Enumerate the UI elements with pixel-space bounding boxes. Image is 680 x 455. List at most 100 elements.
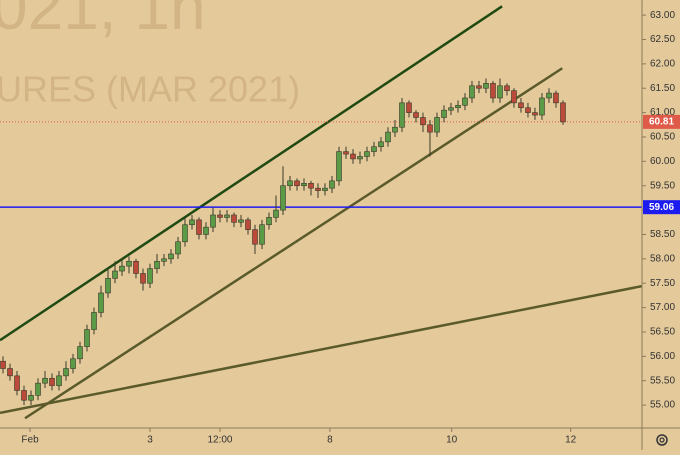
candle-body: [469, 85, 475, 99]
candle-body: [378, 141, 384, 148]
gear-hub: [659, 437, 665, 443]
candle-body: [259, 224, 265, 245]
candle-body: [427, 124, 433, 133]
watermark: 021, 1h URES (MAR 2021): [0, 0, 300, 110]
candle-body: [56, 375, 62, 386]
y-tick-label: 57.50: [650, 278, 675, 289]
candle-body: [532, 112, 538, 116]
candle-body: [140, 273, 146, 284]
candle-body: [35, 382, 41, 396]
candle-body: [399, 102, 405, 128]
candle-body: [126, 260, 132, 267]
candle-body: [511, 90, 517, 104]
candle-body: [294, 180, 300, 187]
settings-icon[interactable]: [656, 434, 668, 446]
candle-body: [490, 83, 496, 99]
y-tick-label: 62.50: [650, 34, 675, 45]
candle-body: [182, 224, 188, 243]
candle-body: [175, 241, 181, 255]
y-tick-label: 60.50: [650, 132, 675, 143]
candle-body: [217, 214, 223, 218]
candle-body: [203, 226, 209, 235]
candle-body: [385, 131, 391, 143]
candle-body: [364, 151, 370, 157]
y-tick-label: 57.00: [650, 302, 675, 313]
candle-body: [98, 292, 104, 313]
candle-body: [21, 390, 27, 401]
candle-body: [413, 112, 419, 118]
y-tick-label: 63.00: [650, 10, 675, 21]
y-tick-label: 61.00: [650, 107, 675, 118]
candle-body: [441, 109, 447, 118]
candle-body: [224, 214, 230, 218]
hline-label: 59.06: [649, 202, 674, 213]
y-tick-label: 55.50: [650, 375, 675, 386]
candle-body: [161, 258, 167, 262]
candle-body: [266, 217, 272, 226]
candle-body: [273, 209, 279, 218]
candle-body: [252, 229, 258, 245]
candle-body: [308, 182, 314, 189]
candle-body: [343, 151, 349, 155]
candle-body: [70, 358, 76, 369]
y-tick-label: 60.00: [650, 156, 675, 167]
candle-body: [483, 83, 489, 89]
candle-body: [112, 270, 118, 279]
trendline: [0, 5, 503, 342]
candle-body: [154, 260, 160, 269]
candle-body: [84, 329, 90, 347]
candle-body: [546, 92, 552, 99]
y-tick-label: 56.50: [650, 327, 675, 338]
candle-body: [336, 151, 342, 182]
candle-body: [350, 153, 356, 160]
plot-area: [0, 5, 642, 420]
candle-body: [315, 187, 321, 191]
candle-body: [357, 156, 363, 160]
candle-body: [0, 360, 6, 369]
candle-body: [329, 180, 335, 189]
candle-body: [462, 97, 468, 106]
candle-body: [147, 268, 153, 284]
x-tick-label: 12:00: [207, 435, 232, 446]
candle-body: [287, 180, 293, 187]
candle-body: [497, 85, 503, 99]
last-price-label: 60.81: [649, 117, 674, 128]
gear-ring: [656, 434, 668, 446]
candle-body: [280, 185, 286, 211]
candle-body: [133, 260, 139, 274]
watermark-symbol: 021, 1h: [0, 0, 206, 43]
candle-body: [91, 312, 97, 330]
x-tick-label: Feb: [21, 435, 39, 446]
x-tick-label: 3: [147, 435, 153, 446]
y-tick-label: 59.50: [650, 180, 675, 191]
candle-body: [476, 85, 482, 89]
candle-body: [434, 117, 440, 133]
candle-body: [301, 182, 307, 187]
candle-body: [560, 102, 566, 123]
x-tick-label: 8: [327, 435, 333, 446]
y-tick-label: 62.00: [650, 58, 675, 69]
candle-body: [371, 146, 377, 152]
y-tick-label: 55.00: [650, 400, 675, 411]
candle-body: [105, 278, 111, 294]
candle-body: [168, 253, 174, 260]
candle-body: [420, 117, 426, 126]
candle-body: [539, 97, 545, 116]
candle-body: [63, 368, 69, 377]
candle-body: [553, 92, 559, 104]
candle-body: [231, 214, 237, 223]
y-tick-label: 56.00: [650, 351, 675, 362]
watermark-contract: URES (MAR 2021): [0, 69, 300, 110]
candle-body: [518, 102, 524, 109]
candle-body: [210, 214, 216, 228]
candle-body: [392, 126, 398, 133]
trendline: [24, 67, 563, 420]
candle-body: [238, 219, 244, 223]
candle-body: [14, 375, 20, 391]
candle-body: [196, 219, 202, 235]
last-price-box: [643, 114, 680, 129]
hline-label-box: [643, 200, 680, 215]
candle-body: [77, 346, 83, 360]
